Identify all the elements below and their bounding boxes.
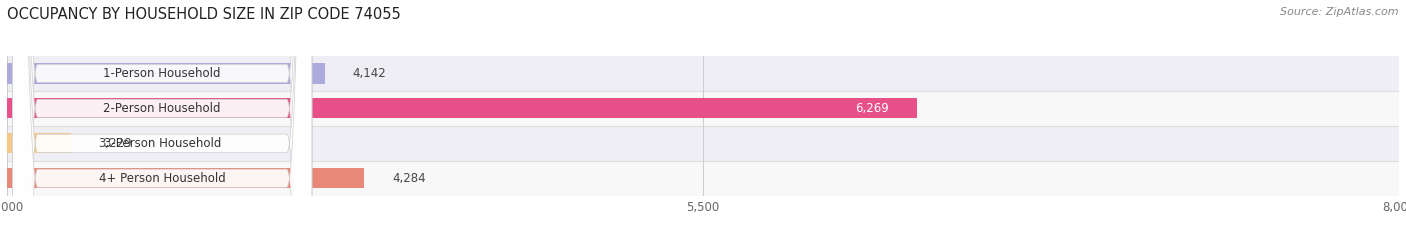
- Bar: [7, 168, 364, 188]
- Text: 6,269: 6,269: [855, 102, 889, 115]
- Bar: [7, 63, 325, 83]
- Text: 1-Person Household: 1-Person Household: [104, 67, 221, 80]
- FancyBboxPatch shape: [13, 0, 312, 233]
- Bar: [7, 56, 1399, 91]
- Text: 3-Person Household: 3-Person Household: [104, 137, 221, 150]
- Text: 3,229: 3,229: [98, 137, 132, 150]
- FancyBboxPatch shape: [13, 0, 312, 233]
- Text: 2-Person Household: 2-Person Household: [104, 102, 221, 115]
- Bar: [7, 98, 917, 118]
- Bar: [7, 133, 70, 153]
- Text: OCCUPANCY BY HOUSEHOLD SIZE IN ZIP CODE 74055: OCCUPANCY BY HOUSEHOLD SIZE IN ZIP CODE …: [7, 7, 401, 22]
- Bar: [7, 126, 1399, 161]
- Text: Source: ZipAtlas.com: Source: ZipAtlas.com: [1281, 7, 1399, 17]
- Bar: [7, 91, 1399, 126]
- FancyBboxPatch shape: [13, 0, 312, 233]
- Text: 4,284: 4,284: [392, 172, 426, 185]
- FancyBboxPatch shape: [13, 0, 312, 233]
- Bar: [7, 161, 1399, 196]
- Text: 4+ Person Household: 4+ Person Household: [98, 172, 225, 185]
- Text: 4,142: 4,142: [353, 67, 387, 80]
